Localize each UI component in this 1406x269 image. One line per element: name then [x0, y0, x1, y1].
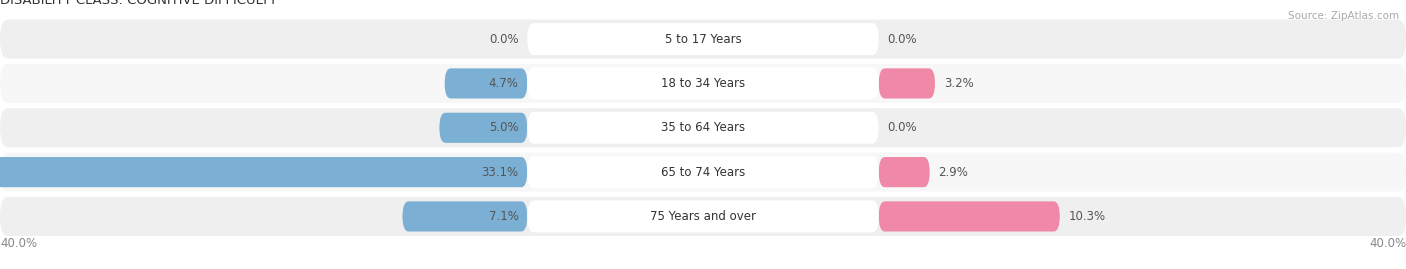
- FancyBboxPatch shape: [879, 68, 935, 98]
- Text: DISABILITY CLASS: COGNITIVE DIFFICULTY: DISABILITY CLASS: COGNITIVE DIFFICULTY: [0, 0, 277, 7]
- FancyBboxPatch shape: [0, 197, 1406, 236]
- Text: 18 to 34 Years: 18 to 34 Years: [661, 77, 745, 90]
- FancyBboxPatch shape: [527, 68, 879, 100]
- FancyBboxPatch shape: [0, 153, 1406, 192]
- Text: 5 to 17 Years: 5 to 17 Years: [665, 33, 741, 46]
- Text: 0.0%: 0.0%: [887, 121, 917, 134]
- FancyBboxPatch shape: [439, 113, 527, 143]
- Text: Source: ZipAtlas.com: Source: ZipAtlas.com: [1288, 11, 1399, 21]
- FancyBboxPatch shape: [0, 108, 1406, 147]
- Text: 0.0%: 0.0%: [489, 33, 519, 46]
- FancyBboxPatch shape: [0, 64, 1406, 103]
- Text: 0.0%: 0.0%: [887, 33, 917, 46]
- Text: 35 to 64 Years: 35 to 64 Years: [661, 121, 745, 134]
- FancyBboxPatch shape: [527, 200, 879, 232]
- FancyBboxPatch shape: [0, 157, 527, 187]
- Text: 33.1%: 33.1%: [481, 166, 519, 179]
- FancyBboxPatch shape: [527, 23, 879, 55]
- FancyBboxPatch shape: [879, 157, 929, 187]
- Text: 65 to 74 Years: 65 to 74 Years: [661, 166, 745, 179]
- FancyBboxPatch shape: [402, 201, 527, 232]
- Text: 2.9%: 2.9%: [939, 166, 969, 179]
- Text: 40.0%: 40.0%: [1369, 238, 1406, 250]
- Text: 75 Years and over: 75 Years and over: [650, 210, 756, 223]
- Text: 3.2%: 3.2%: [943, 77, 973, 90]
- FancyBboxPatch shape: [527, 156, 879, 188]
- FancyBboxPatch shape: [444, 68, 527, 98]
- FancyBboxPatch shape: [879, 201, 1060, 232]
- Text: 10.3%: 10.3%: [1069, 210, 1105, 223]
- FancyBboxPatch shape: [527, 112, 879, 144]
- Text: 5.0%: 5.0%: [489, 121, 519, 134]
- Text: 4.7%: 4.7%: [489, 77, 519, 90]
- Text: 40.0%: 40.0%: [0, 238, 37, 250]
- FancyBboxPatch shape: [0, 20, 1406, 59]
- Text: 7.1%: 7.1%: [489, 210, 519, 223]
